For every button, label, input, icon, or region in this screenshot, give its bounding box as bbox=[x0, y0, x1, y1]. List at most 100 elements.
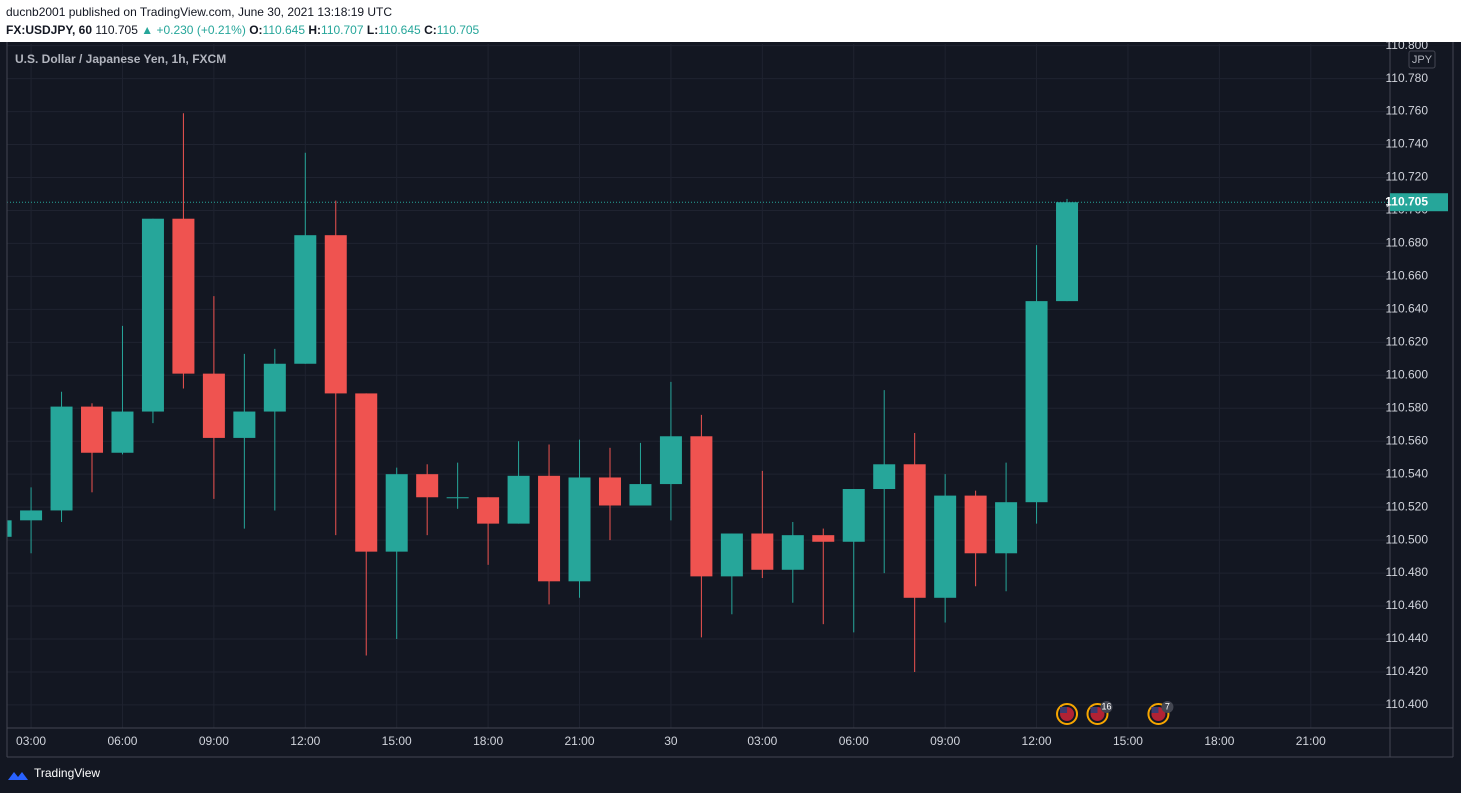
event-count-badge bbox=[1100, 701, 1113, 713]
candle-body bbox=[477, 497, 500, 524]
last-price-tag bbox=[1390, 193, 1448, 212]
candle-body bbox=[812, 535, 835, 542]
candle-body bbox=[233, 411, 256, 438]
x-tick-label: 03:00 bbox=[747, 734, 777, 748]
candle-body bbox=[263, 363, 286, 412]
x-tick-label: 06:00 bbox=[839, 734, 869, 748]
event-count: 16 bbox=[1101, 701, 1111, 711]
event-count-badge bbox=[1161, 701, 1174, 713]
candle-body bbox=[294, 235, 317, 364]
x-tick-label: 03:00 bbox=[16, 734, 46, 748]
candle-body bbox=[446, 497, 469, 499]
c-value: 110.705 bbox=[436, 23, 480, 37]
x-tick-label: 12:00 bbox=[1022, 734, 1052, 748]
candle-body bbox=[690, 436, 713, 577]
candle-body bbox=[873, 464, 896, 490]
y-tick-label: 110.580 bbox=[1386, 400, 1429, 414]
o-label: O: bbox=[249, 23, 263, 37]
x-tick-label: 12:00 bbox=[290, 734, 320, 748]
brand: TradingView bbox=[34, 766, 100, 780]
quote: FX:USDJPY, 60 110.705 ▲ +0.230 (+0.21%) … bbox=[6, 23, 479, 37]
y-tick-label: 110.760 bbox=[1386, 104, 1429, 118]
candle-body bbox=[50, 406, 73, 511]
event-flag-canton bbox=[1090, 707, 1098, 713]
candle-body bbox=[538, 475, 561, 582]
x-tick-label: 21:00 bbox=[565, 734, 595, 748]
legend: U.S. Dollar / Japanese Yen, 1h, FXCM bbox=[15, 52, 226, 66]
x-tick-label: 15:00 bbox=[1113, 734, 1143, 748]
event-count: 7 bbox=[1165, 701, 1170, 711]
y-tick-label: 110.620 bbox=[1386, 334, 1429, 348]
x-tick-label: 06:00 bbox=[107, 734, 137, 748]
change: ▲ +0.230 (+0.21%) bbox=[141, 23, 246, 37]
candle-body bbox=[81, 406, 104, 453]
candle-body bbox=[385, 474, 408, 552]
c-label: C: bbox=[424, 23, 437, 37]
y-tick-label: 110.600 bbox=[1386, 367, 1429, 381]
last-price-label: 110.705 bbox=[1385, 194, 1428, 208]
y-tick-label: 110.780 bbox=[1386, 71, 1429, 85]
candle-body bbox=[324, 235, 347, 394]
candle-body bbox=[1056, 202, 1079, 302]
currency-box bbox=[1408, 50, 1436, 69]
candle-body bbox=[842, 489, 865, 542]
header: ducnb2001 published on TradingView.com, … bbox=[0, 0, 1461, 42]
candle-body bbox=[598, 477, 621, 506]
event-flag-canton bbox=[1151, 707, 1159, 713]
footer-logo: TradingView bbox=[8, 766, 100, 780]
y-tick-label: 110.800 bbox=[1386, 42, 1429, 52]
y-tick-label: 110.660 bbox=[1386, 269, 1429, 283]
y-tick-label: 110.440 bbox=[1386, 631, 1429, 645]
l-value: 110.645 bbox=[378, 23, 421, 37]
candle-body bbox=[781, 535, 804, 570]
candle-body bbox=[934, 495, 957, 598]
x-tick-label: 15:00 bbox=[382, 734, 412, 748]
last: 110.705 bbox=[95, 23, 138, 37]
candle-body bbox=[995, 502, 1018, 554]
y-tick-label: 110.420 bbox=[1386, 664, 1429, 678]
candle-body bbox=[1025, 301, 1048, 503]
h-value: 110.707 bbox=[321, 23, 364, 37]
x-tick-label: 21:00 bbox=[1296, 734, 1326, 748]
currency: JPY bbox=[1412, 54, 1433, 66]
y-tick-label: 110.400 bbox=[1386, 697, 1429, 711]
y-tick-label: 110.520 bbox=[1386, 499, 1429, 513]
l-label: L: bbox=[366, 23, 379, 37]
y-tick-label: 110.560 bbox=[1386, 433, 1429, 447]
candle-body bbox=[172, 218, 195, 374]
x-tick-label: 30 bbox=[664, 734, 678, 748]
y-tick-label: 110.480 bbox=[1386, 565, 1429, 579]
candle-body bbox=[141, 218, 164, 412]
y-tick-label: 110.640 bbox=[1386, 302, 1429, 316]
y-tick-label: 110.740 bbox=[1386, 137, 1429, 151]
o-value: 110.645 bbox=[262, 23, 306, 37]
candle-body bbox=[111, 411, 134, 453]
y-tick-label: 110.460 bbox=[1386, 598, 1429, 612]
y-tick-label: 110.540 bbox=[1386, 466, 1429, 480]
event-flag-canton bbox=[1060, 707, 1068, 713]
candle-body bbox=[964, 495, 987, 554]
candle-body bbox=[903, 464, 926, 598]
candle-body bbox=[507, 475, 530, 524]
h-label: H: bbox=[308, 23, 322, 37]
x-tick-label: 18:00 bbox=[1204, 734, 1234, 748]
x-tick-label: 09:00 bbox=[930, 734, 960, 748]
candle-body bbox=[202, 373, 225, 438]
logo-icon bbox=[8, 772, 28, 780]
candle-body bbox=[629, 484, 652, 506]
candle-body bbox=[416, 474, 439, 498]
chart: U.S. Dollar / Japanese Yen, 1h, FXCM JPY… bbox=[0, 42, 1461, 793]
candle-body bbox=[751, 533, 774, 570]
candle-body bbox=[355, 393, 378, 552]
candle-body bbox=[720, 533, 743, 577]
candle-body bbox=[568, 477, 591, 582]
byline: ducnb2001 published on TradingView.com, … bbox=[6, 5, 393, 19]
symbol: FX:USDJPY, 60 bbox=[6, 23, 93, 37]
candle-body bbox=[20, 510, 43, 521]
y-tick-label: 110.720 bbox=[1386, 170, 1429, 184]
x-tick-label: 09:00 bbox=[199, 734, 229, 748]
candle-body bbox=[7, 520, 12, 537]
y-tick-label: 110.680 bbox=[1386, 236, 1429, 250]
x-tick-label: 18:00 bbox=[473, 734, 503, 748]
